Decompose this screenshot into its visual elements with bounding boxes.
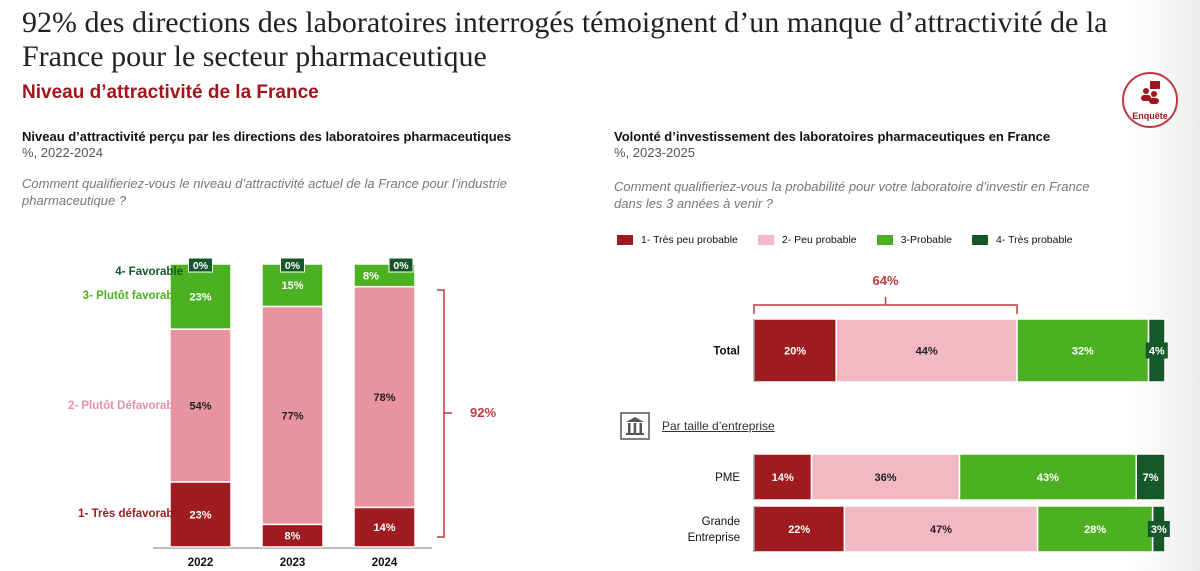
data-label: 22% — [788, 524, 810, 536]
data-label: 20% — [784, 346, 806, 358]
zero-label-box — [388, 257, 414, 273]
legend-label: 4- Très probable — [996, 234, 1073, 246]
data-label: 54% — [189, 401, 211, 413]
bar-segment — [169, 328, 232, 483]
data-label: 0% — [393, 260, 409, 272]
data-label: 0% — [285, 260, 301, 272]
data-label: 23% — [189, 509, 211, 521]
legend-swatch — [972, 235, 989, 245]
data-label: 0% — [193, 260, 209, 272]
x-tick-label: 2023 — [280, 557, 306, 569]
data-label: 23% — [189, 292, 211, 304]
right-chart-legend: 1- Très peu probable 2- Peu probable 3-P… — [617, 234, 1092, 246]
bar-segment — [169, 263, 232, 330]
survey-people-icon — [1141, 81, 1160, 104]
bar-segment — [753, 453, 813, 501]
left-chart-unit: %, 2022-2024 — [22, 145, 103, 160]
legend-item: 4- Très probable — [972, 234, 1072, 246]
legend-label: 3-Probable — [900, 234, 953, 246]
data-label: 28% — [1084, 524, 1106, 536]
data-label: 8% — [363, 270, 379, 282]
series-label: 2- Plutôt Défavorable — [68, 400, 183, 412]
building-icon — [620, 412, 650, 440]
data-label: 7% — [1143, 472, 1159, 484]
bar-segment — [1135, 453, 1166, 501]
category-label: Grande — [702, 516, 740, 528]
bar-segment — [353, 506, 416, 548]
left-chart-title: Niveau d’attractivité perçu par les dire… — [22, 129, 512, 144]
data-label: 14% — [373, 522, 395, 534]
page-title: 92% des directions des laboratoires inte… — [22, 6, 1108, 73]
data-label: 47% — [930, 524, 952, 536]
small-label-box — [1147, 521, 1170, 537]
x-tick-label: 2024 — [372, 557, 398, 569]
legend-item: 2- Peu probable — [757, 234, 857, 246]
right-chart-question: Comment qualifieriez-vous la probabilité… — [614, 179, 1090, 211]
data-label: 14% — [772, 472, 794, 484]
data-label: 43% — [1037, 472, 1059, 484]
data-label: 3% — [1151, 524, 1167, 536]
category-label: Total — [713, 346, 740, 358]
data-label: 44% — [916, 346, 938, 358]
survey-badge: Enquête — [1122, 72, 1178, 128]
category-label: PME — [715, 472, 740, 484]
bracket-92 — [437, 289, 452, 538]
left-chart-question: Comment qualifieriez-vous le niveau d’at… — [22, 176, 507, 208]
bar-segment — [835, 318, 1018, 383]
zero-label-box — [188, 257, 213, 273]
data-label: 32% — [1072, 346, 1094, 358]
data-label: 78% — [373, 392, 395, 404]
series-label: 4- Favorable — [115, 266, 183, 278]
group-label-text: Par taille d’entreprise — [662, 419, 775, 433]
bar-segment — [1036, 505, 1154, 553]
legend-swatch — [617, 235, 633, 245]
bar-segment — [353, 285, 416, 509]
badge-label: Enquête — [1132, 111, 1168, 121]
legend-swatch — [876, 235, 893, 245]
data-label: 15% — [281, 280, 303, 292]
right-chart-title: Volonté d’investissement des laboratoire… — [614, 129, 1051, 144]
data-label: 4% — [1149, 346, 1165, 358]
annotation-92: 92% — [470, 405, 496, 420]
zero-label-box — [280, 257, 305, 273]
bar-segment — [843, 505, 1039, 553]
data-label: 8% — [285, 531, 301, 543]
data-label: 36% — [875, 472, 897, 484]
legend-swatch — [757, 235, 774, 245]
series-label: 1- Très défavorable — [78, 508, 183, 520]
bar-segment — [169, 481, 232, 548]
x-tick-label: 2022 — [188, 557, 214, 569]
legend-label: 2- Peu probable — [781, 234, 857, 246]
legend-label: 1- Très peu probable — [641, 234, 738, 246]
small-label-box — [1145, 342, 1168, 359]
legend-item: 3-Probable — [876, 234, 953, 246]
series-label: 3- Plutôt favorable — [83, 290, 183, 302]
bar-segment — [261, 305, 324, 526]
group-label: Par taille d’entreprise — [620, 412, 775, 440]
legend-item: 1- Très peu probable — [617, 234, 738, 246]
annotation-64: 64% — [873, 273, 899, 288]
bar-segment — [810, 453, 961, 501]
bracket-64 — [753, 297, 1018, 314]
category-label: Entreprise — [688, 532, 740, 544]
data-label: 77% — [281, 410, 303, 422]
section-subtitle: Niveau d’attractivité de la France — [22, 82, 319, 103]
right-chart-unit: %, 2023-2025 — [614, 145, 695, 160]
